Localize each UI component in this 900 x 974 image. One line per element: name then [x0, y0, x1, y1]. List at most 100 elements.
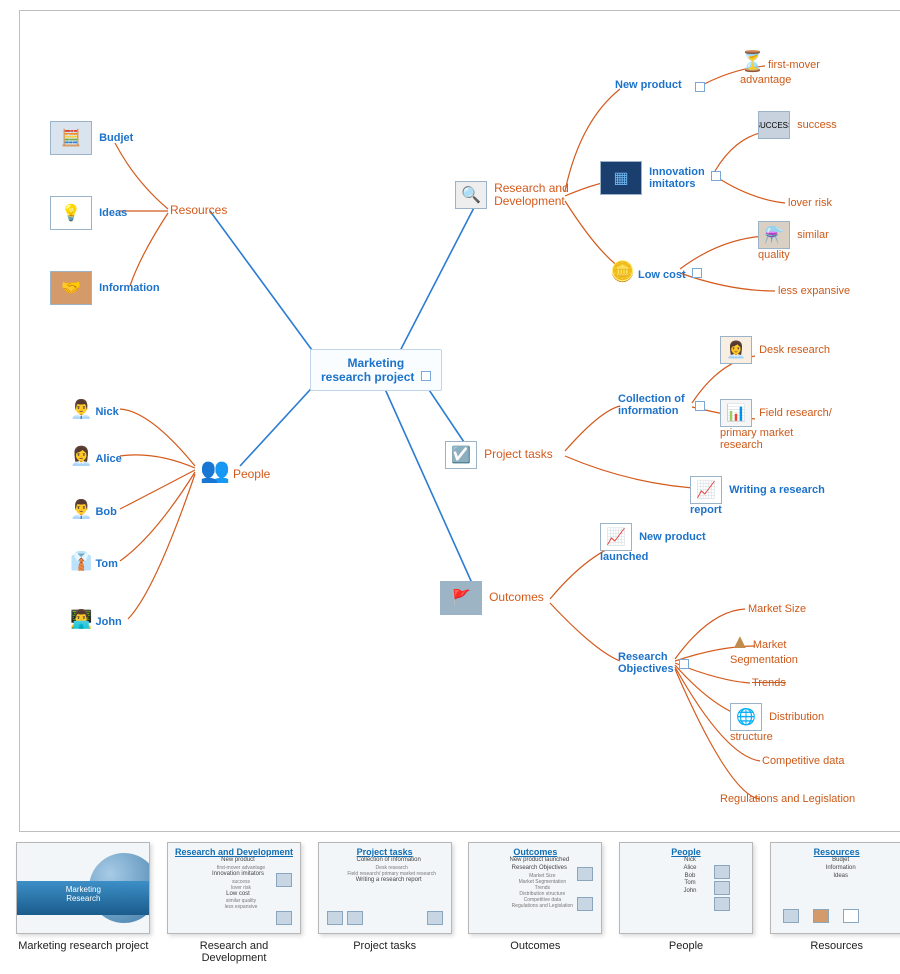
- innovation-label: Innovation imitators: [649, 166, 705, 190]
- leaf-information-label: Information: [99, 282, 160, 294]
- leaf-bob[interactable]: 👨‍💼 Bob: [70, 499, 117, 520]
- thumb-3-title: Outcomes: [468, 940, 603, 952]
- leaf-success[interactable]: SUCCESS success: [758, 111, 837, 139]
- leaf-budjet[interactable]: 🧮 Budjet: [50, 121, 133, 155]
- branch-people-label: People: [233, 467, 270, 481]
- hourglass-icon: ⏳: [740, 51, 765, 73]
- world-icon: 🌐: [730, 703, 762, 731]
- leaf-alice[interactable]: 👩‍💼 Alice: [70, 446, 122, 467]
- leaf-market-segmentation[interactable]: ▲ Market Segmentation: [730, 631, 798, 666]
- leaf-competitive[interactable]: Competitive data: [762, 755, 845, 767]
- expand-handle[interactable]: [692, 268, 702, 278]
- low-cost-label: Low cost: [638, 269, 686, 281]
- person-icon: 👩‍💼: [70, 446, 92, 466]
- thumb-5-header: Resources: [771, 843, 900, 857]
- expand-handle[interactable]: [679, 659, 689, 669]
- thumb-2-header: Project tasks: [319, 843, 451, 857]
- expand-handle[interactable]: [695, 401, 705, 411]
- thumb-4[interactable]: People NickAliceBobTomJohn People: [619, 842, 754, 964]
- leaf-research-objectives[interactable]: Research Objectives: [618, 651, 674, 675]
- rnd-label-2: Development: [494, 194, 565, 208]
- leaf-ideas[interactable]: 💡 Ideas: [50, 196, 127, 230]
- coins-icon: 🪙: [610, 261, 635, 283]
- bulb-icon: 💡: [50, 196, 92, 230]
- leaf-alice-label: Alice: [95, 453, 121, 465]
- thumb-1-header: Research and Development: [168, 843, 300, 857]
- thumb-1-preview: Research and Development New productfirs…: [167, 842, 301, 934]
- desk-icon: 👩‍💼: [720, 336, 752, 364]
- branch-tasks[interactable]: ☑️ Project tasks: [445, 441, 553, 469]
- leaf-john-label: John: [95, 616, 121, 628]
- leaf-field-research[interactable]: 📊 Field research/ primary market researc…: [720, 399, 832, 451]
- thumb-3-header: Outcomes: [469, 843, 601, 857]
- thumb-4-header: People: [620, 843, 752, 857]
- flask-icon: ⚗️: [758, 221, 790, 249]
- thumb-0-preview: MarketingResearch: [16, 842, 150, 934]
- thumb-2-preview: Project tasks Collection of informationD…: [318, 842, 452, 934]
- tasks-icon: ☑️: [445, 441, 477, 469]
- growth-icon: 📈: [600, 523, 632, 551]
- thumb-0-title: Marketing research project: [16, 940, 151, 952]
- person-icon: 👨‍💼: [70, 499, 92, 519]
- leaf-tom-label: Tom: [95, 558, 117, 570]
- leaf-new-product-launched[interactable]: 📈 New product launched: [600, 523, 706, 563]
- leaf-regulations[interactable]: Regulations and Legislation: [720, 793, 855, 805]
- pyramid-icon: ▲: [730, 631, 750, 653]
- desk-research-label: Desk research: [759, 344, 830, 356]
- thumb-5-title: Resources: [769, 940, 900, 952]
- leaf-writing-report[interactable]: 📈 Writing a research report: [690, 476, 825, 516]
- success-label: success: [797, 119, 837, 131]
- leaf-lover-risk[interactable]: lover risk: [788, 197, 832, 209]
- expand-handle[interactable]: [421, 371, 431, 381]
- leaf-collection[interactable]: Collection of information: [618, 393, 685, 417]
- report-icon: 📈: [690, 476, 722, 504]
- leaf-distribution[interactable]: 🌐 Distribution structure: [730, 703, 824, 743]
- mindmap-canvas: Marketing research project Resources 🧮 B…: [19, 10, 900, 832]
- thumb-2[interactable]: Project tasks Collection of informationD…: [317, 842, 452, 964]
- thumb-5[interactable]: Resources BudjetInformationIdeas Resourc…: [769, 842, 900, 964]
- thumb-5-preview: Resources BudjetInformationIdeas: [770, 842, 900, 934]
- leaf-market-size[interactable]: Market Size: [748, 603, 806, 615]
- thumb-4-preview: People NickAliceBobTomJohn: [619, 842, 753, 934]
- central-label-2: research project: [321, 370, 414, 384]
- leaf-desk-research[interactable]: 👩‍💼 Desk research: [720, 336, 830, 364]
- person-icon: 👨‍💻: [70, 609, 92, 629]
- leaf-tom[interactable]: 👔 Tom: [70, 551, 118, 572]
- branch-outcomes[interactable]: 🚩 Outcomes: [440, 581, 544, 615]
- leaf-first-mover[interactable]: ⏳ first-mover advantage: [740, 49, 820, 86]
- thumb-0[interactable]: MarketingResearch Marketing research pro…: [16, 842, 151, 964]
- central-label-1: Marketing: [348, 356, 405, 370]
- thumb-3-preview: Outcomes New product launchedResearch Ob…: [468, 842, 602, 934]
- branch-resources[interactable]: Resources: [170, 203, 227, 217]
- branch-people[interactable]: 👥 People: [200, 456, 270, 485]
- leaf-innovation[interactable]: ▦ Innovation imitators: [600, 161, 721, 195]
- person-flag-icon: 🚩: [440, 581, 482, 615]
- branch-rnd[interactable]: 🔍 Research and Development: [455, 181, 569, 209]
- thumb-1[interactable]: Research and Development New productfirs…: [167, 842, 302, 964]
- leaf-nick-label: Nick: [95, 406, 118, 418]
- leaf-bob-label: Bob: [95, 506, 116, 518]
- leaf-nick[interactable]: 👨‍💼 Nick: [70, 399, 119, 420]
- expand-handle[interactable]: [711, 171, 721, 181]
- central-node[interactable]: Marketing research project: [310, 349, 442, 391]
- leaf-ideas-label: Ideas: [99, 207, 127, 219]
- person-icon: 👔: [70, 551, 92, 571]
- cubes-icon: ▦: [600, 161, 642, 195]
- thumbnails-row: MarketingResearch Marketing research pro…: [10, 842, 900, 964]
- leaf-new-product[interactable]: New product: [615, 79, 682, 91]
- leaf-low-cost[interactable]: 🪙 Low cost: [610, 259, 702, 284]
- magnify-icon: 🔍: [455, 181, 487, 209]
- rnd-label-1: Research and: [494, 181, 569, 195]
- leaf-trends[interactable]: Trends: [752, 677, 786, 689]
- expand-handle[interactable]: [695, 82, 705, 92]
- leaf-similar-quality[interactable]: ⚗️ similar quality: [758, 221, 829, 261]
- thumb-3[interactable]: Outcomes New product launchedResearch Ob…: [468, 842, 603, 964]
- leaf-information[interactable]: 🤝 Information: [50, 271, 160, 305]
- chart-icon: 📊: [720, 399, 752, 427]
- leaf-john[interactable]: 👨‍💻 John: [70, 609, 122, 630]
- people-icon: 👥: [200, 457, 230, 484]
- leaf-less-expansive[interactable]: less expansive: [778, 285, 850, 297]
- thumb-4-title: People: [619, 940, 754, 952]
- thumb-2-title: Project tasks: [317, 940, 452, 952]
- hands-icon: 🤝: [50, 271, 92, 305]
